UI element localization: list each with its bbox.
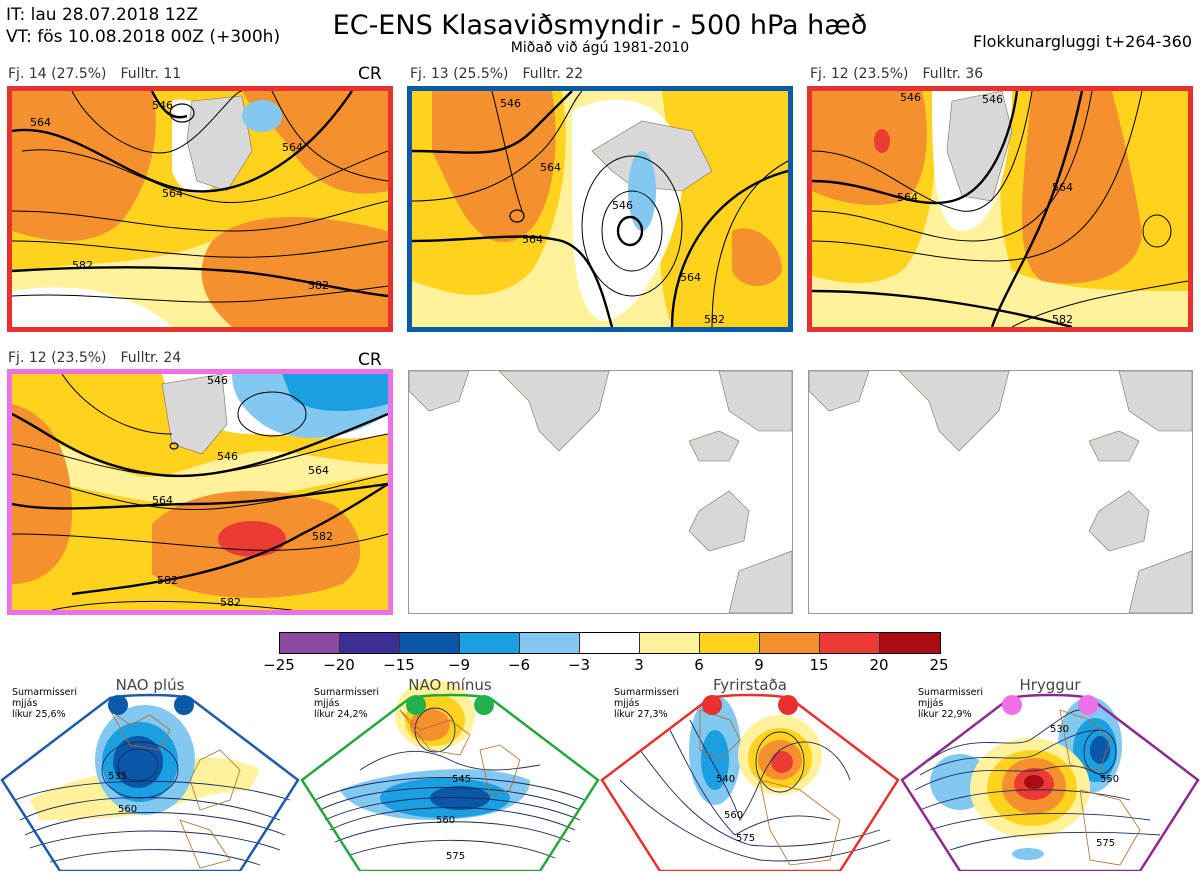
anomaly-colorbar bbox=[279, 632, 941, 654]
cluster-1-label: Fj. 14 (27.5%) Fulltr. 11 bbox=[8, 66, 195, 82]
regime-3-info: Sumarmisseri mjjás líkur 27,3% bbox=[614, 687, 680, 720]
cluster-1-map: 546 564 582 564 582 564 bbox=[7, 86, 393, 332]
contour-label: 564 bbox=[30, 116, 51, 129]
contour-label: 564 bbox=[540, 161, 561, 174]
contour-label: 582 bbox=[704, 313, 725, 326]
cluster-3-fj: Fj. 12 (23.5%) bbox=[810, 66, 909, 82]
cluster-4-label: Fj. 12 (23.5%) Fulltr. 24 bbox=[8, 350, 195, 366]
regime-2-title: NAO mínus bbox=[408, 676, 492, 694]
contour-label: 582 bbox=[1052, 313, 1073, 326]
contour-label: 582 bbox=[157, 574, 178, 587]
regime-nao-minus: 545 560 575 bbox=[300, 670, 600, 873]
header-info: IT: lau 28.07.2018 12Z VT: fös 10.08.201… bbox=[6, 4, 280, 48]
regime-4-label: 575 bbox=[1096, 838, 1115, 849]
contour-label: 546 bbox=[500, 97, 521, 110]
regime-1-label: 535 bbox=[108, 771, 127, 782]
cluster-3-map: 546 546 564 564 582 bbox=[807, 86, 1193, 332]
regime-4-label: 530 bbox=[1050, 724, 1069, 735]
colorbar-swatch bbox=[640, 633, 700, 653]
regime-4-title: Hryggur bbox=[1019, 676, 1081, 694]
colorbar-tick-label: 9 bbox=[754, 656, 764, 674]
contour-label: 546 bbox=[152, 99, 173, 112]
regime-1-info: Sumarmisseri mjjás líkur 25,6% bbox=[12, 687, 78, 720]
colorbar-swatch bbox=[280, 633, 340, 653]
contour-label: 546 bbox=[217, 450, 238, 463]
colorbar-tick-label: 20 bbox=[869, 656, 889, 674]
regime-nao-plus: 535 560 bbox=[0, 670, 300, 873]
classification-window: Flokkunargluggi t+264-360 bbox=[973, 32, 1192, 51]
contour-label: 564 bbox=[282, 141, 303, 154]
regime-2-label: 575 bbox=[446, 851, 465, 862]
regime-4-info: Sumarmisseri mjjás líkur 22,9% bbox=[918, 687, 984, 720]
colorbar-tick-label: −25 bbox=[263, 656, 295, 674]
colorbar-swatch bbox=[460, 633, 520, 653]
contour-label: 564 bbox=[897, 191, 918, 204]
contour-label: 564 bbox=[522, 233, 543, 246]
colorbar-tick-label: −9 bbox=[447, 656, 471, 674]
initial-time: IT: lau 28.07.2018 12Z bbox=[6, 5, 198, 25]
cluster-4-map: 546 546 564 564 582 582 582 bbox=[7, 369, 393, 615]
colorbar-tick-label: 25 bbox=[929, 656, 949, 674]
colorbar-swatch bbox=[400, 633, 460, 653]
colorbar-tick-label: 3 bbox=[634, 656, 644, 674]
colorbar-tick-label: −20 bbox=[323, 656, 355, 674]
contour-label: 564 bbox=[680, 271, 701, 284]
empty-map-1 bbox=[408, 370, 793, 614]
regime-3-label: 540 bbox=[716, 774, 735, 785]
contour-label: 582 bbox=[72, 259, 93, 272]
contour-label: 582 bbox=[312, 530, 333, 543]
contour-label: 582 bbox=[308, 279, 329, 292]
colorbar-tick-label: −15 bbox=[383, 656, 415, 674]
cluster-1-fj: Fj. 14 (27.5%) bbox=[8, 66, 107, 82]
colorbar-swatch bbox=[340, 633, 400, 653]
regime-2-label: 560 bbox=[436, 815, 455, 826]
regime-1-title: NAO plús bbox=[115, 676, 185, 694]
regime-blocking: 540 560 575 bbox=[600, 670, 900, 873]
contour-label: 546 bbox=[612, 199, 633, 212]
colorbar-swatch bbox=[580, 633, 640, 653]
cluster-2-fj: Fj. 13 (25.5%) bbox=[410, 66, 509, 82]
regime-4-label: 550 bbox=[1100, 774, 1119, 785]
contour-label: 564 bbox=[152, 494, 173, 507]
cluster-1-cr-label: CR bbox=[358, 64, 382, 84]
colorbar-swatch bbox=[520, 633, 580, 653]
colorbar-tick-label: 6 bbox=[694, 656, 704, 674]
cluster-2-label: Fj. 13 (25.5%) Fulltr. 22 bbox=[410, 66, 597, 82]
cluster-2-map: 546 564 564 546 564 582 bbox=[407, 86, 793, 332]
contour-label: 564 bbox=[1052, 181, 1073, 194]
regime-2-info: Sumarmisseri mjjás líkur 24,2% bbox=[314, 687, 380, 720]
cluster-3-fulltr: Fulltr. 36 bbox=[922, 66, 984, 82]
regime-3-title: Fyrirstaða bbox=[713, 676, 787, 694]
cluster-3-label: Fj. 12 (23.5%) Fulltr. 36 bbox=[810, 66, 997, 82]
colorbar-tick-label: −6 bbox=[507, 656, 531, 674]
contour-label: 546 bbox=[982, 93, 1003, 106]
regime-1-label: 560 bbox=[118, 804, 137, 815]
cluster-2-fulltr: Fulltr. 22 bbox=[522, 66, 584, 82]
regime-2-label: 545 bbox=[452, 774, 471, 785]
cluster-4-cr-label: CR bbox=[358, 350, 382, 370]
regime-3-label: 560 bbox=[724, 810, 743, 821]
colorbar-swatch bbox=[820, 633, 880, 653]
contour-label: 546 bbox=[900, 91, 921, 104]
empty-map-2 bbox=[808, 370, 1193, 614]
cluster-4-fj: Fj. 12 (23.5%) bbox=[8, 350, 107, 366]
contour-label: 564 bbox=[162, 187, 183, 200]
page-title: EC-ENS Klasaviðsmyndir - 500 hPa hæð bbox=[332, 10, 868, 41]
colorbar-tick-label: 15 bbox=[809, 656, 829, 674]
valid-time: VT: fös 10.08.2018 00Z (+300h) bbox=[6, 27, 281, 47]
cluster-4-fulltr: Fulltr. 24 bbox=[120, 350, 182, 366]
colorbar-swatch bbox=[700, 633, 760, 653]
regime-ridge: 530 550 575 bbox=[900, 670, 1200, 873]
contour-label: 546 bbox=[207, 374, 228, 387]
colorbar-tick-label: −3 bbox=[567, 656, 591, 674]
regime-3-label: 575 bbox=[736, 833, 755, 844]
contour-label: 564 bbox=[308, 464, 329, 477]
cluster-1-fulltr: Fulltr. 11 bbox=[120, 66, 182, 82]
page-subtitle: Miðað við ágú 1981-2010 bbox=[510, 40, 690, 56]
colorbar-swatch bbox=[760, 633, 820, 653]
contour-label: 582 bbox=[220, 596, 241, 609]
colorbar-swatch bbox=[880, 633, 940, 653]
